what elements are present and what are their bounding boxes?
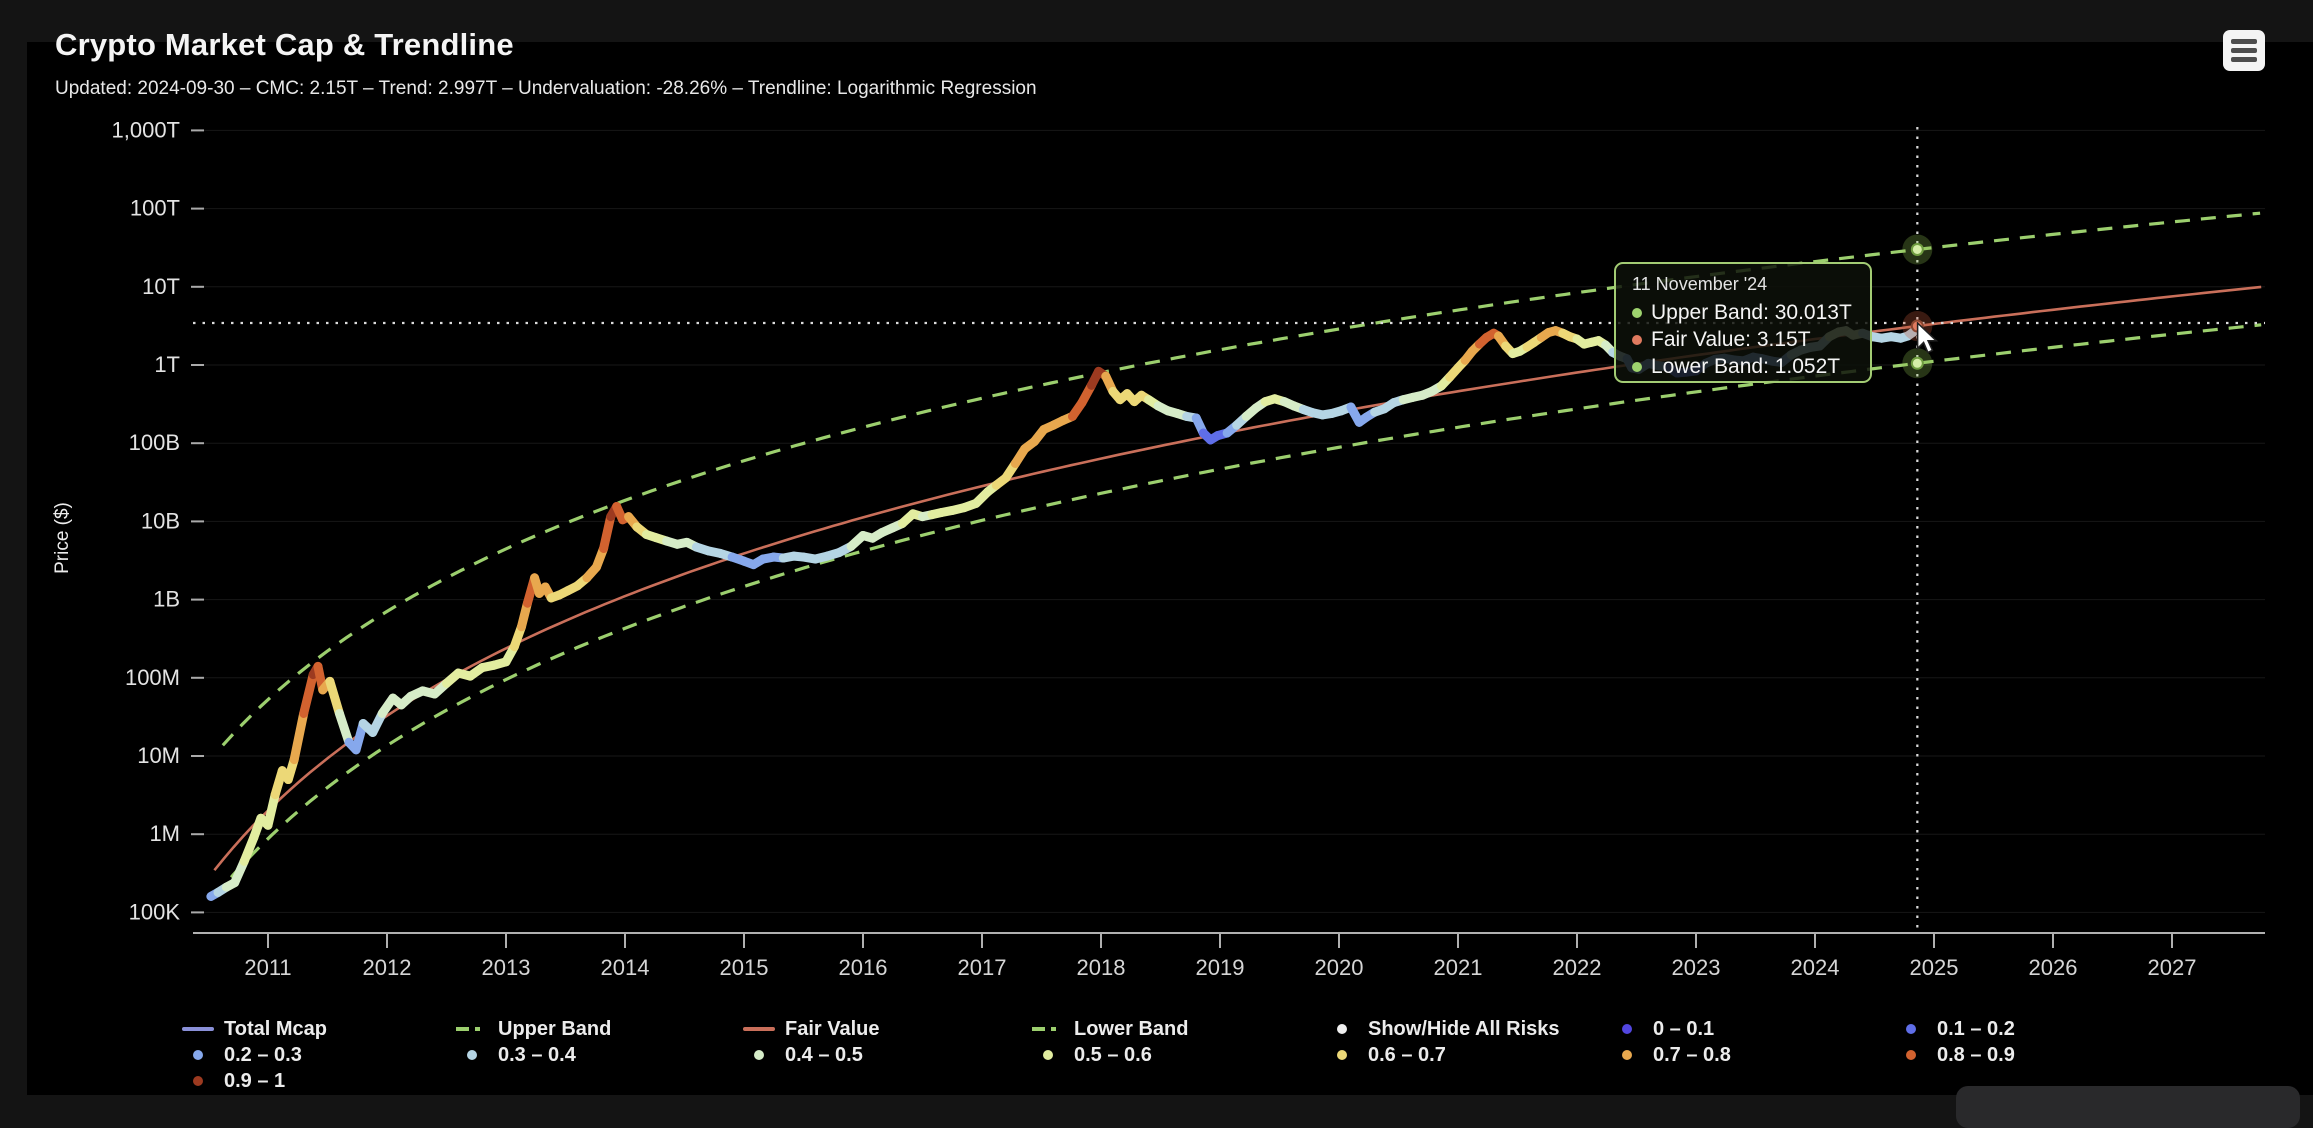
legend-dot-icon [1326, 1050, 1358, 1060]
y-tick-label: 1M [149, 821, 180, 846]
legend-dot-icon [1326, 1024, 1358, 1034]
legend-line-icon [743, 1027, 775, 1031]
x-tick-label: 2015 [720, 955, 769, 980]
legend-item-label: Upper Band [498, 1017, 612, 1040]
legend-item-label: Fair Value [785, 1017, 880, 1040]
tooltip-lower-band-row: Lower Band: 1.052T [1632, 353, 1870, 380]
legend-item-0.7-0.8[interactable]: 0.7 – 0.8 [1611, 1043, 1731, 1067]
legend-item-0.8-0.9[interactable]: 0.8 – 0.9 [1895, 1043, 2015, 1067]
x-tick-label: 2020 [1315, 955, 1364, 980]
legend-line-icon [1032, 1027, 1064, 1031]
trendline-fair-value [213, 285, 2262, 872]
x-tick-label: 2026 [2029, 955, 2078, 980]
crosshair [193, 127, 2265, 933]
y-tick-label: 100M [125, 665, 180, 690]
x-tick-label: 2013 [482, 955, 531, 980]
tooltip-upper-band-row: Upper Band: 30.013T [1632, 299, 1870, 326]
lower-band-bullet-icon [1632, 361, 1642, 372]
page-title: Crypto Market Cap & Trendline [55, 27, 514, 62]
legend-item-total-mcap[interactable]: Total Mcap [182, 1017, 327, 1041]
legend-item-label: 0.6 – 0.7 [1368, 1043, 1446, 1066]
y-tick-label: 10B [141, 508, 180, 533]
legend-line-icon [182, 1027, 214, 1031]
legend-dot-icon [456, 1050, 488, 1060]
x-tick-label: 2016 [839, 955, 888, 980]
legend-item-label: 0.2 – 0.3 [224, 1043, 302, 1066]
legend-dot-icon [1032, 1050, 1064, 1060]
tooltip-date: 11 November '24 [1632, 274, 1768, 294]
x-axis: 2011 2012 2013 2014 2015 2016 2017 2018 2019 2020… [193, 932, 2265, 980]
legend-item-0-0.1[interactable]: 0 – 0.1 [1611, 1017, 1714, 1041]
x-tick-label: 2021 [1434, 955, 1483, 980]
y-axis-title: Price ($) [52, 502, 73, 574]
legend-item-0.9-1[interactable]: 0.9 – 1 [182, 1069, 285, 1093]
x-tick-label: 2012 [363, 955, 412, 980]
legend-item-label: 0.7 – 0.8 [1653, 1043, 1731, 1066]
x-tick-label: 2023 [1672, 955, 1721, 980]
x-tick-label: 2022 [1553, 955, 1602, 980]
y-tick-label: 1B [153, 587, 180, 612]
x-tick-label: 2019 [1196, 955, 1245, 980]
legend-item-0.2-0.3[interactable]: 0.2 – 0.3 [182, 1043, 302, 1067]
legend-item-label: Total Mcap [224, 1017, 327, 1040]
y-tick-label: 10M [137, 743, 180, 768]
y-tick-label: 100K [129, 899, 181, 924]
bottom-right-panel [1956, 1086, 2300, 1128]
legend-item-label: 0 – 0.1 [1653, 1017, 1715, 1040]
legend-item-label: Lower Band [1074, 1017, 1189, 1040]
chart-panel [27, 42, 2313, 1095]
legend-dot-icon [743, 1050, 775, 1060]
legend-dot-icon [182, 1076, 214, 1086]
legend-item-label: 0.5 – 0.6 [1074, 1043, 1152, 1066]
trendline-upper-band [221, 211, 2261, 747]
x-tick-label: 2018 [1077, 955, 1126, 980]
legend-item-lower-band[interactable]: Lower Band [1032, 1017, 1188, 1041]
fair-value-bullet-icon [1632, 334, 1642, 345]
legend-item-0.3-0.4[interactable]: 0.3 – 0.4 [456, 1043, 576, 1067]
legend-dot-icon [1611, 1050, 1643, 1060]
chart-plot-area[interactable]: 1,000T 100T 10T 1T 100B 10B 1B 100M 10M 1M 100K 201… [0, 0, 2313, 1095]
y-tick-label: 1T [154, 352, 180, 377]
x-tick-label: 2011 [244, 955, 291, 980]
legend-item-0.1-0.2[interactable]: 0.1 – 0.2 [1895, 1017, 2015, 1041]
y-tick-label: 10T [142, 274, 180, 299]
x-tick-label: 2024 [1791, 955, 1840, 980]
x-tick-label: 2025 [1910, 955, 1959, 980]
y-tick-label: 100T [130, 196, 180, 221]
legend-item-label: Show/Hide All Risks [1368, 1017, 1560, 1040]
legend-item-label: 0.3 – 0.4 [498, 1043, 576, 1066]
legend-item-show-hide-all-risks[interactable]: Show/Hide All Risks [1326, 1017, 1560, 1041]
legend-item-label: 0.4 – 0.5 [785, 1043, 863, 1066]
chart-tooltip: 11 November '24 Upper Band: 30.013T Fair… [1614, 262, 1872, 383]
legend-line-icon [456, 1027, 488, 1031]
legend-item-label: 0.1 – 0.2 [1937, 1017, 2015, 1040]
legend-item-0.4-0.5[interactable]: 0.4 – 0.5 [743, 1043, 863, 1067]
x-tick-label: 2014 [601, 955, 650, 980]
legend-dot-icon [1611, 1024, 1643, 1034]
tooltip-fair-value-row: Fair Value: 3.15T [1632, 326, 1870, 353]
legend-dot-icon [1895, 1050, 1927, 1060]
upper-band-bullet-icon [1632, 307, 1642, 318]
x-tick-label: 2027 [2148, 955, 2197, 980]
total-mcap-series [206, 324, 1922, 901]
chart-subtitle: Updated: 2024-09-30 – CMC: 2.15T – Trend… [55, 78, 1037, 99]
legend-dot-icon [182, 1050, 214, 1060]
menu-button[interactable] [2223, 30, 2265, 71]
y-tick-label: 100B [129, 430, 180, 455]
x-tick-label: 2017 [958, 955, 1007, 980]
legend-item-fair-value[interactable]: Fair Value [743, 1017, 880, 1041]
legend-dot-icon [1895, 1024, 1927, 1034]
y-tick-label: 1,000T [112, 117, 181, 142]
legend-item-0.5-0.6[interactable]: 0.5 – 0.6 [1032, 1043, 1152, 1067]
legend-item-0.6-0.7[interactable]: 0.6 – 0.7 [1326, 1043, 1446, 1067]
legend-item-label: 0.8 – 0.9 [1937, 1043, 2015, 1066]
y-axis: 1,000T 100T 10T 1T 100B 10B 1B 100M 10M 1M 100K [112, 117, 204, 924]
legend-item-label: 0.9 – 1 [224, 1069, 286, 1092]
y-gridlines [193, 129, 2265, 913]
legend-item-upper-band[interactable]: Upper Band [456, 1017, 611, 1041]
